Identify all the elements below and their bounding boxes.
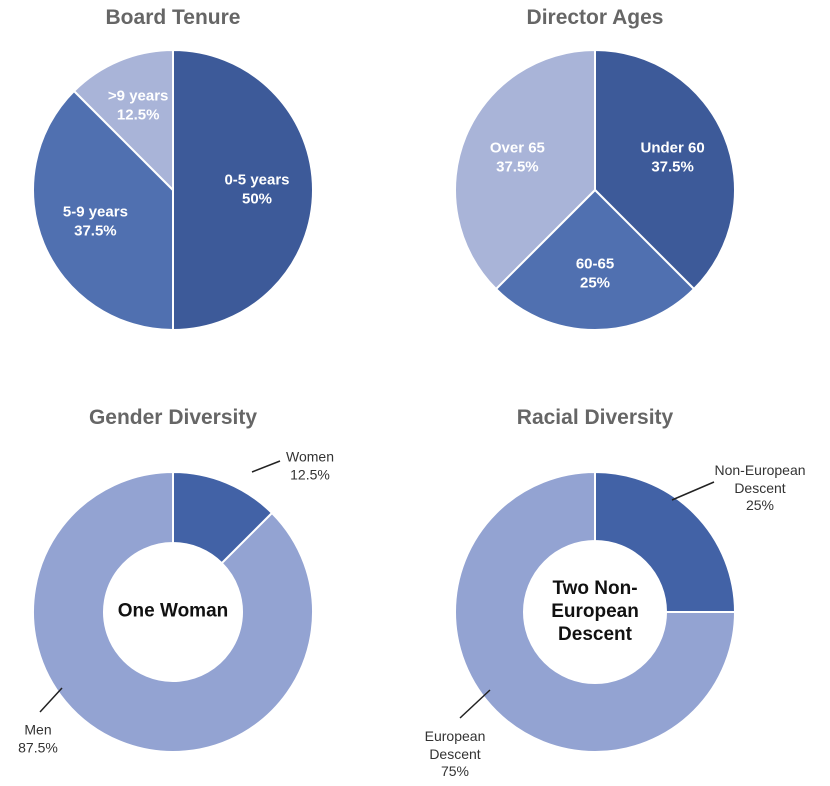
value-label: 25% [745,496,775,513]
wedge [454,48,596,291]
category-label: Over 65 [489,139,545,157]
leader-line [39,687,63,713]
category-label: 60-65 [575,255,615,273]
value-label: 37.5% [496,157,539,175]
leader-line [251,460,281,473]
slice-label: >9 years 12.5% [83,87,193,125]
value-label: 87.5% [18,739,58,755]
value-label: 12.5% [116,105,160,123]
wedge [594,48,736,291]
value-label: 75% [440,762,470,779]
wedge [32,470,314,753]
leader-line [459,689,491,719]
value-label: 50% [241,190,273,207]
center-label: One Woman [117,600,229,622]
value-label: 12.5% [290,466,330,482]
chart-title: Board Tenure [105,6,241,29]
slice-label: Men 87.5% [0,722,93,757]
category-label: 5-9 years [62,203,128,221]
category-label: Men [24,721,52,738]
category-label: >9 years [107,87,169,105]
leader-line [671,481,715,501]
wedge [594,470,737,613]
slice-label: 5-9 years 37.5% [40,203,150,241]
value-label: 37.5% [651,157,694,175]
category-label: European Descent [424,727,486,762]
category-label: Under 60 [640,139,705,157]
wedge [494,188,696,331]
chart-title: Gender Diversity [88,406,258,429]
slice-label: Under 60 37.5% [618,139,728,177]
center-label: Two Non-European Descent [551,577,639,645]
wedge [454,470,737,753]
wedge [32,89,174,332]
category-label: Women [286,448,334,465]
chart-title: Racial Diversity [516,406,674,429]
category-label: 0-5 years [224,171,290,189]
category-label: Non-European Descent [714,461,806,496]
slice-label: Non-European Descent 25% [705,462,815,515]
slice-label: Women 12.5% [255,449,365,484]
slice-label: European Descent 75% [400,728,510,781]
wedge [172,48,314,332]
chart-title: Director Ages [526,6,664,29]
value-label: 37.5% [74,222,117,240]
wedge [72,48,174,193]
slice-label: Over 65 37.5% [462,139,572,177]
slice-label: 60-65 25% [540,255,650,293]
value-label: 25% [579,274,611,291]
slice-label: 0-5 years 50% [202,171,312,209]
